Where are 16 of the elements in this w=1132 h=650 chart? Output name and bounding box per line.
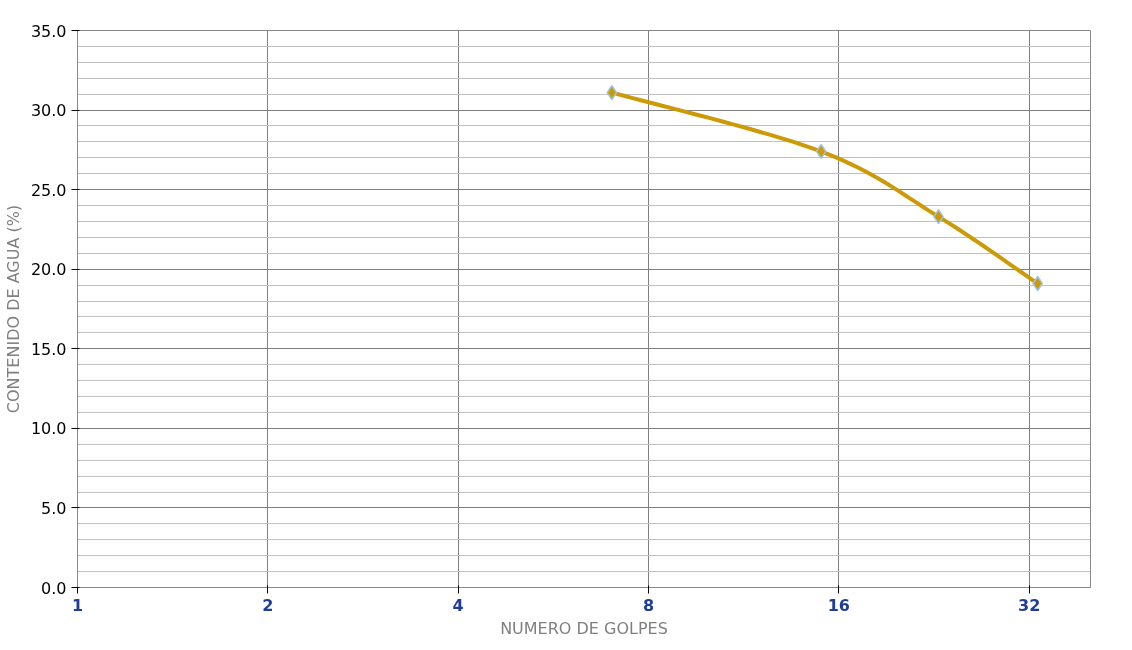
y-tick-label: 15.0 (30, 339, 67, 359)
y-axis-title: CONTENIDO DE AGUA (%) (3, 204, 23, 414)
y-tick-label: 0.0 (41, 578, 67, 598)
y-tick-label: 20.0 (30, 260, 67, 280)
x-tick-label: 1 (71, 595, 84, 615)
x-tick-label: 16 (827, 595, 851, 615)
y-tick-label: 5.0 (41, 498, 67, 518)
y-tick-label: 35.0 (30, 21, 67, 41)
x-tick-label: 4 (452, 595, 464, 615)
x-axis-title: NUMERO DE GOLPES (500, 618, 668, 638)
y-tick-label: 10.0 (30, 419, 67, 439)
x-tick-label: 32 (1018, 595, 1041, 615)
x-tick-label: 2 (262, 595, 274, 615)
y-tick-label: 25.0 (30, 180, 67, 200)
y-tick-label: 30.0 (30, 101, 67, 121)
x-tick-label: 8 (642, 595, 655, 615)
